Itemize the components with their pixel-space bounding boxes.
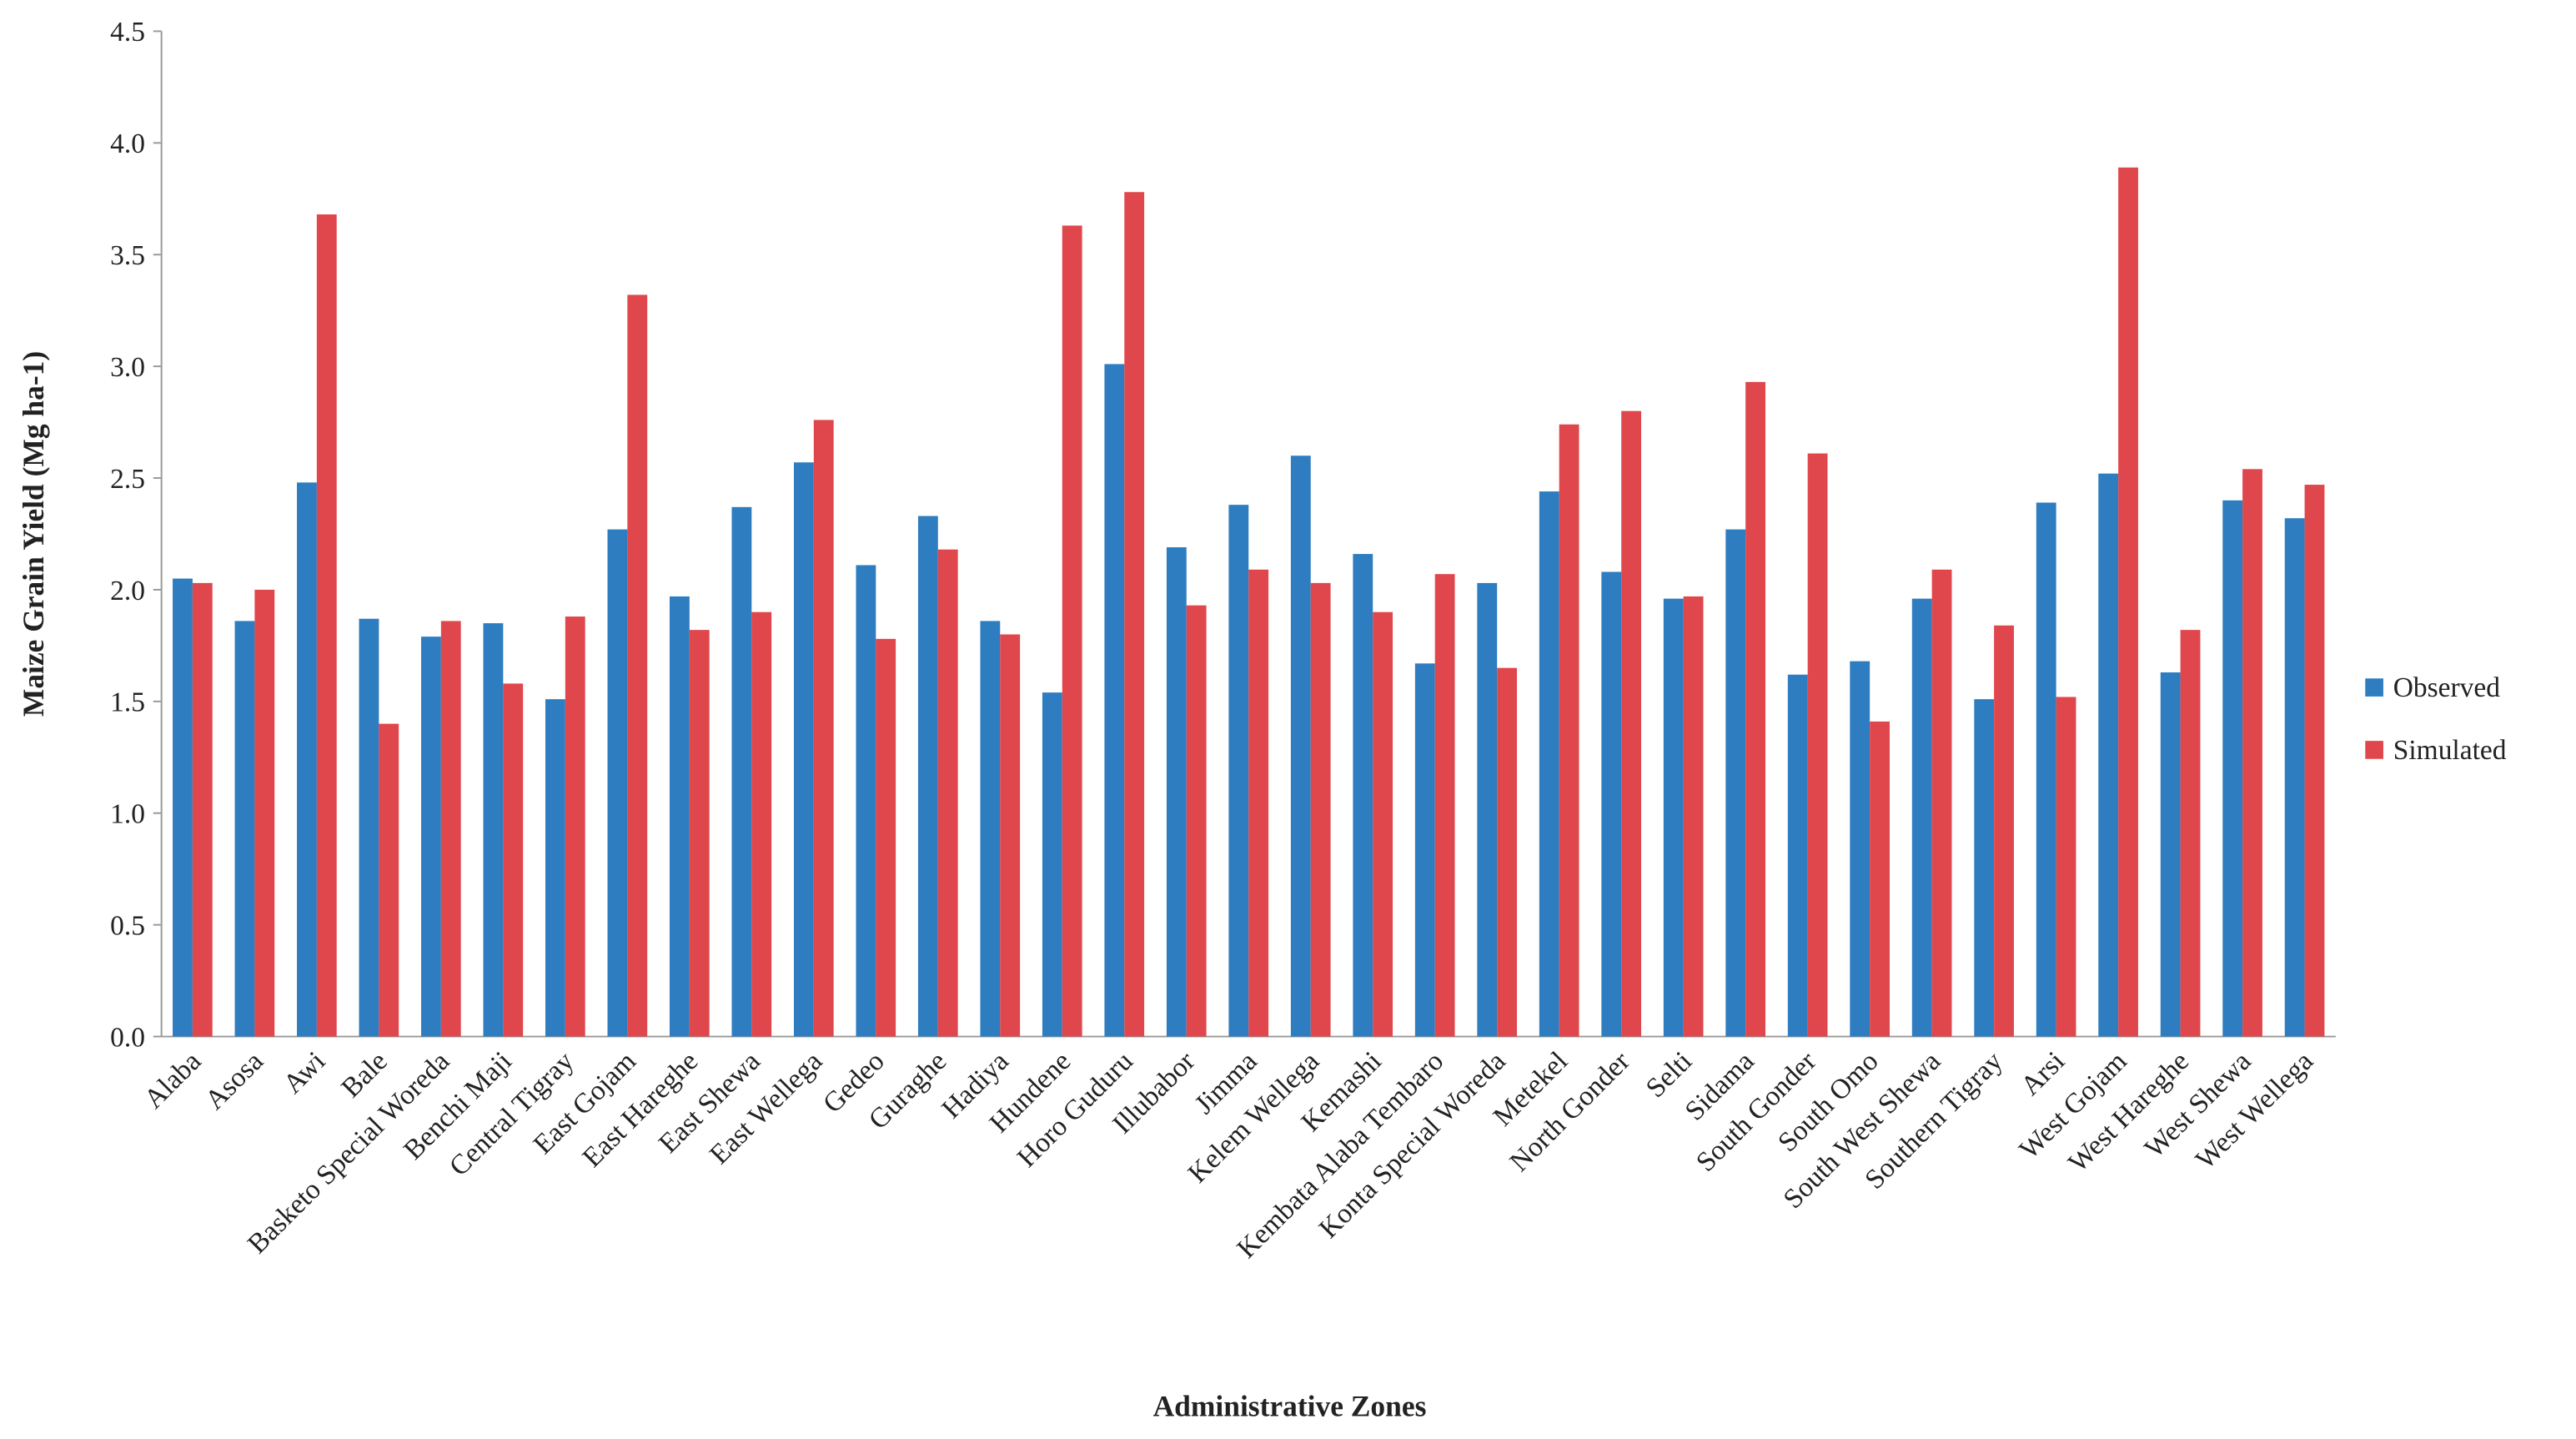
bar [1166, 547, 1187, 1037]
bar [2222, 500, 2243, 1037]
bar [689, 630, 710, 1037]
bar [192, 582, 213, 1037]
y-tick-label: 0.0 [110, 1022, 145, 1053]
bar [2056, 697, 2076, 1037]
bar [2284, 518, 2305, 1037]
bar [2242, 469, 2262, 1037]
bar [1414, 663, 1435, 1037]
bar [421, 636, 441, 1037]
bar [669, 596, 690, 1037]
bar [627, 294, 648, 1037]
bar [1228, 505, 1249, 1037]
bar [483, 623, 504, 1037]
y-axis-title: Maize Grain Yield (Mg ha-1) [17, 351, 50, 717]
bar [1850, 661, 1870, 1037]
legend-label: Simulated [2393, 735, 2507, 766]
y-tick-label: 1.0 [110, 799, 145, 830]
y-tick-label: 2.0 [110, 576, 145, 606]
bar [2118, 167, 2138, 1037]
bar [1310, 582, 1331, 1037]
x-tick-label: Asosa [199, 1045, 269, 1115]
bar [379, 723, 399, 1037]
bar [2036, 502, 2056, 1037]
bar [440, 621, 461, 1037]
bar [1931, 569, 1952, 1037]
bar [1000, 634, 1021, 1037]
bar [1807, 453, 1828, 1037]
bar [856, 565, 876, 1037]
bar [1663, 598, 1684, 1037]
bar [1683, 596, 1704, 1037]
bar [1601, 571, 1622, 1037]
bar [813, 420, 834, 1037]
y-tick-label: 2.5 [110, 464, 145, 495]
bar [2098, 473, 2119, 1037]
bar [1497, 667, 1518, 1037]
bar [1539, 491, 1559, 1037]
bar [1911, 598, 1932, 1037]
bar [1477, 582, 1498, 1037]
x-tick-label: Alaba [138, 1045, 208, 1114]
bar [1042, 692, 1062, 1037]
x-tick-label: Awi [278, 1046, 332, 1100]
bar [545, 699, 565, 1037]
bar [1248, 569, 1269, 1037]
bar [731, 506, 752, 1037]
bar [1290, 455, 1311, 1037]
y-tick-label: 0.5 [110, 910, 145, 941]
x-axis-title: Administrative Zones [1153, 1389, 1427, 1422]
bar [1373, 611, 1393, 1037]
bar [751, 611, 772, 1037]
bar [1974, 699, 1995, 1037]
bar [1745, 381, 1766, 1037]
y-tick-label: 3.0 [110, 352, 145, 383]
bar [173, 578, 193, 1037]
bar [1559, 424, 1579, 1037]
bar [2180, 630, 2201, 1037]
bar [1434, 574, 1455, 1037]
bar [316, 214, 337, 1037]
y-tick-label: 4.5 [110, 17, 145, 48]
bar [1124, 192, 1145, 1037]
bar [503, 683, 524, 1037]
y-tick-label: 1.5 [110, 687, 145, 718]
bar [980, 621, 1001, 1037]
bar [565, 616, 585, 1037]
bar [2160, 672, 2181, 1037]
bar [1870, 721, 1890, 1037]
bar [359, 618, 379, 1037]
bar [793, 462, 814, 1037]
bar [937, 549, 958, 1037]
bar [297, 482, 317, 1037]
bar [1725, 529, 1746, 1037]
bar [2304, 485, 2325, 1037]
legend-swatch [2365, 678, 2383, 697]
bar [607, 529, 628, 1037]
bar [254, 589, 275, 1037]
bar [234, 621, 255, 1037]
bar [1621, 410, 1642, 1037]
legend-swatch [2365, 741, 2383, 759]
y-tick-label: 3.5 [110, 240, 145, 271]
bar [1994, 625, 2014, 1037]
bar [1104, 364, 1125, 1037]
bar [1186, 605, 1207, 1037]
bar [1787, 674, 1808, 1037]
bar [1062, 225, 1082, 1037]
bar [876, 638, 896, 1037]
bar [1353, 554, 1373, 1037]
legend-label: Observed [2393, 672, 2501, 703]
bar [917, 516, 938, 1037]
y-tick-label: 4.0 [110, 128, 145, 159]
